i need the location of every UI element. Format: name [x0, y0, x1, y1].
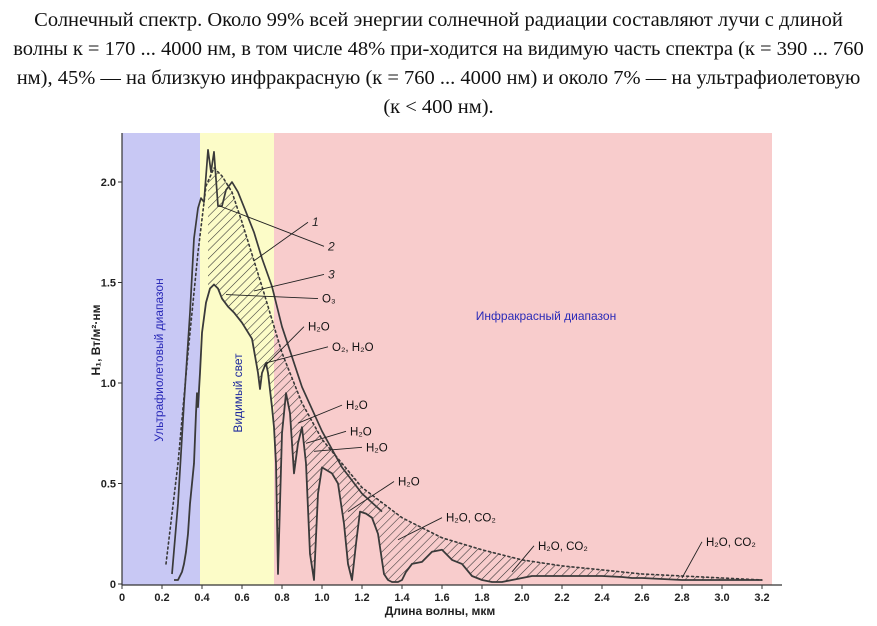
annotation-leader — [313, 446, 363, 452]
annotation-label: 1 — [312, 215, 319, 229]
annotation-label: H₂O — [398, 477, 420, 489]
x-tick-label: 1.6 — [434, 592, 449, 604]
x-tick-label: 3.2 — [754, 592, 769, 604]
series-1-line — [165, 166, 763, 581]
annotation-leader — [347, 481, 395, 513]
x-tick-label: 0.2 — [154, 592, 169, 604]
x-tick-label: 2.8 — [674, 592, 689, 604]
annotation-leader — [265, 346, 329, 364]
annotation-leader — [397, 517, 443, 541]
annotation-label: 3 — [328, 267, 335, 281]
annotation-label: H₂O — [308, 322, 330, 334]
x-tick-label: 3.0 — [714, 592, 729, 604]
annotation-leader — [263, 326, 305, 368]
annotation-label: H₂O, CO₂ — [446, 513, 496, 525]
annotation-label: H₂O, CO₂ — [706, 537, 756, 549]
annotation-label: O₂, H₂O — [332, 342, 374, 354]
annotation-label: H₂O, CO₂ — [538, 541, 588, 553]
absorption-hatch-area — [208, 167, 762, 582]
x-tick-label: 0.6 — [234, 592, 249, 604]
x-tick-label: 2.6 — [634, 592, 649, 604]
x-tick-label: 2.4 — [594, 592, 610, 604]
x-tick-label: 0.8 — [274, 592, 289, 604]
annotation-leader — [253, 274, 325, 292]
annotation-leader — [511, 545, 535, 573]
annotation-label: O₃ — [322, 294, 336, 306]
region-label-infrared: Инфракрасный диапазон — [476, 309, 616, 323]
x-tick-label: 1.2 — [354, 592, 369, 604]
series-3-line — [174, 283, 762, 583]
x-axis-title: Длина волны, мкм — [385, 604, 496, 618]
region-label-visible: Видимый свет — [231, 353, 245, 433]
y-tick-label: 2.0 — [101, 177, 116, 189]
annotation-leader — [253, 221, 309, 262]
x-tick-label: 1.8 — [474, 592, 489, 604]
spectrum-curves — [165, 148, 763, 583]
x-tick-label: 2.2 — [554, 592, 569, 604]
x-tick-label: 1.0 — [314, 592, 329, 604]
annotation-label: H₂O — [350, 426, 372, 438]
series-2-line — [171, 148, 383, 575]
y-tick-label: 0.5 — [101, 479, 116, 491]
y-axis-title: H₁, Вт/м²·нм — [89, 304, 103, 375]
axes: 0 0.2 0.4 0.6 0.8 1.0 1.2 1.4 1.6 1.8 2.0 2.2 2.4 2.6… — [89, 133, 782, 618]
x-tick-label: 0.4 — [194, 592, 210, 604]
annotation-leader — [681, 541, 703, 579]
region-label-uv: Ультрафиолетовый диапазон — [152, 278, 166, 441]
x-tick-label: 0 — [119, 592, 125, 604]
annotation-leader — [297, 404, 343, 424]
y-tick-label: 0 — [110, 579, 116, 591]
annotation-label: H₂O — [366, 442, 388, 454]
annotation-leader — [305, 430, 347, 444]
figure-caption: Солнечный спектр. Около 99% всей энергии… — [13, 9, 864, 118]
y-tick-label: 1.5 — [101, 278, 116, 290]
annotation-label: H₂O — [346, 400, 368, 412]
annotation-leader — [225, 294, 319, 300]
x-tick-label: 2.0 — [514, 592, 529, 604]
annotation-leader — [219, 205, 325, 247]
x-tick-label: 1.4 — [394, 592, 410, 604]
annotation-label: 2 — [327, 239, 335, 253]
y-tick-label: 1.0 — [101, 378, 116, 390]
absorption-hatches — [208, 167, 762, 582]
